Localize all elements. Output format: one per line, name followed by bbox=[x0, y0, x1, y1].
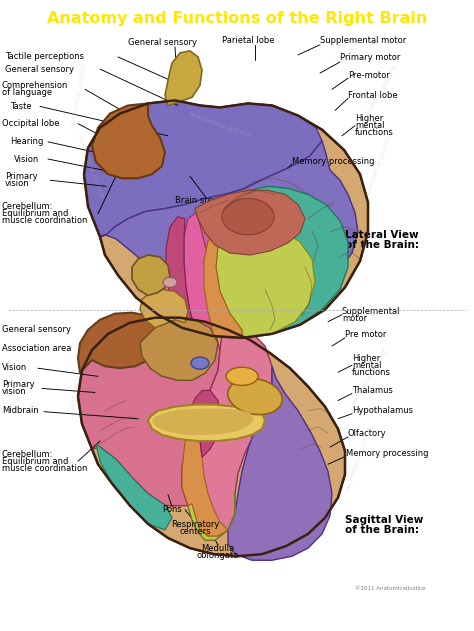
Text: muscle coordination: muscle coordination bbox=[2, 464, 87, 473]
Text: Sagittal View: Sagittal View bbox=[345, 515, 423, 525]
Text: Cerebellum:: Cerebellum: bbox=[2, 202, 54, 211]
Text: Midbrain: Midbrain bbox=[2, 406, 39, 415]
Text: Primary motor: Primary motor bbox=[248, 298, 308, 307]
Text: Memory processing: Memory processing bbox=[292, 156, 374, 165]
Polygon shape bbox=[166, 216, 198, 334]
Polygon shape bbox=[78, 317, 345, 556]
Text: Equilibrium and: Equilibrium and bbox=[2, 209, 68, 218]
Text: centers: centers bbox=[179, 528, 211, 536]
Text: of language: of language bbox=[2, 88, 52, 97]
Text: Vision: Vision bbox=[2, 363, 27, 372]
Text: ANATOMICAL JUSTICE: ANATOMICAL JUSTICE bbox=[188, 112, 253, 139]
Text: ANATOMICAL JUSTICE: ANATOMICAL JUSTICE bbox=[72, 345, 88, 412]
Text: Higher: Higher bbox=[355, 114, 383, 123]
Text: Vision: Vision bbox=[14, 155, 39, 163]
Text: ANATOMICAL JUSTICE: ANATOMICAL JUSTICE bbox=[76, 134, 104, 199]
Text: of the Brain:: of the Brain: bbox=[345, 525, 419, 535]
Text: Pre-motor: Pre-motor bbox=[348, 71, 390, 80]
Text: Supplemental motor: Supplemental motor bbox=[320, 36, 406, 45]
Text: mental: mental bbox=[355, 121, 384, 130]
Polygon shape bbox=[148, 255, 165, 330]
Polygon shape bbox=[222, 186, 348, 334]
Text: motor: motor bbox=[342, 314, 367, 323]
Text: ANATOMICAL JUSTICE: ANATOMICAL JUSTICE bbox=[361, 65, 399, 126]
Text: Thalamus: Thalamus bbox=[352, 386, 393, 395]
Polygon shape bbox=[96, 444, 172, 530]
Polygon shape bbox=[182, 411, 228, 536]
Text: Lateral View: Lateral View bbox=[345, 230, 419, 240]
Text: General sensory: General sensory bbox=[2, 326, 71, 334]
Text: vision: vision bbox=[2, 387, 27, 396]
Ellipse shape bbox=[191, 357, 209, 369]
Text: Hearing: Hearing bbox=[10, 138, 44, 146]
Text: Higher: Higher bbox=[352, 353, 380, 363]
Text: Medulla: Medulla bbox=[201, 544, 235, 553]
Text: functions: functions bbox=[355, 128, 394, 137]
Polygon shape bbox=[100, 141, 358, 302]
Text: ANATOMICAL JUSTICE: ANATOMICAL JUSTICE bbox=[366, 134, 394, 199]
Text: Olfactory: Olfactory bbox=[348, 430, 387, 439]
Text: ANATOMICAL JUSTICE: ANATOMICAL JUSTICE bbox=[72, 62, 88, 129]
Polygon shape bbox=[140, 320, 218, 380]
Text: Respiratory: Respiratory bbox=[171, 521, 219, 529]
Text: Brain stem: Brain stem bbox=[175, 196, 221, 205]
Text: Cerebellum:: Cerebellum: bbox=[2, 450, 54, 459]
Text: Primary: Primary bbox=[5, 172, 37, 180]
Polygon shape bbox=[228, 366, 332, 560]
Text: of the Brain:: of the Brain: bbox=[345, 240, 419, 250]
Polygon shape bbox=[184, 213, 220, 336]
Text: Parietal lobe: Parietal lobe bbox=[222, 36, 274, 45]
Text: Hypothalamus: Hypothalamus bbox=[352, 406, 413, 415]
Text: Memory processing: Memory processing bbox=[346, 449, 428, 457]
Text: ANATOMICAL JUSTICE: ANATOMICAL JUSTICE bbox=[351, 348, 389, 409]
Polygon shape bbox=[132, 255, 170, 295]
Polygon shape bbox=[84, 100, 368, 338]
Text: General sensory: General sensory bbox=[5, 64, 74, 74]
Text: Pre motor: Pre motor bbox=[345, 331, 386, 339]
Polygon shape bbox=[140, 290, 188, 327]
Polygon shape bbox=[152, 409, 254, 435]
Text: Frontal lobe: Frontal lobe bbox=[348, 91, 398, 100]
Ellipse shape bbox=[163, 277, 177, 287]
Polygon shape bbox=[188, 493, 235, 540]
Text: mental: mental bbox=[352, 361, 382, 370]
Text: muscle coordination: muscle coordination bbox=[2, 216, 87, 225]
Text: Primary motor: Primary motor bbox=[340, 54, 401, 62]
Polygon shape bbox=[216, 225, 315, 338]
Ellipse shape bbox=[222, 198, 274, 235]
Ellipse shape bbox=[226, 367, 258, 386]
Text: Association area: Association area bbox=[2, 343, 72, 353]
Polygon shape bbox=[84, 100, 322, 237]
Polygon shape bbox=[92, 103, 165, 178]
Text: Equilibrium and: Equilibrium and bbox=[2, 457, 68, 466]
Polygon shape bbox=[190, 391, 220, 457]
Text: Anatomy and Functions of the Right Brain: Anatomy and Functions of the Right Brain bbox=[47, 11, 427, 26]
Polygon shape bbox=[78, 312, 162, 374]
Text: vision: vision bbox=[5, 179, 29, 188]
Text: Corpus callosum: Corpus callosum bbox=[155, 298, 225, 307]
Polygon shape bbox=[165, 51, 202, 105]
Polygon shape bbox=[195, 191, 305, 255]
Polygon shape bbox=[185, 194, 328, 338]
Text: ANATOMICAL JUSTICE: ANATOMICAL JUSTICE bbox=[188, 415, 253, 443]
Text: oblongata: oblongata bbox=[197, 551, 239, 560]
Polygon shape bbox=[182, 330, 272, 540]
Polygon shape bbox=[148, 404, 265, 441]
Text: Comprehension: Comprehension bbox=[2, 81, 68, 90]
Text: Pons: Pons bbox=[162, 505, 182, 514]
Text: ANATOMICAL JUSTICE: ANATOMICAL JUSTICE bbox=[346, 427, 374, 492]
Text: Occipital lobe: Occipital lobe bbox=[2, 119, 60, 128]
Text: Taste: Taste bbox=[10, 102, 32, 111]
Polygon shape bbox=[78, 317, 220, 505]
Text: ©2011 Anatomical​Justice: ©2011 Anatomical​Justice bbox=[355, 586, 426, 591]
Text: General sensory: General sensory bbox=[128, 38, 198, 47]
Polygon shape bbox=[204, 237, 242, 338]
Text: Tactile perceptions: Tactile perceptions bbox=[5, 52, 84, 61]
Text: Primary: Primary bbox=[2, 380, 35, 389]
Text: Supplemental: Supplemental bbox=[342, 307, 401, 316]
Text: functions: functions bbox=[352, 368, 391, 377]
Ellipse shape bbox=[228, 379, 282, 415]
